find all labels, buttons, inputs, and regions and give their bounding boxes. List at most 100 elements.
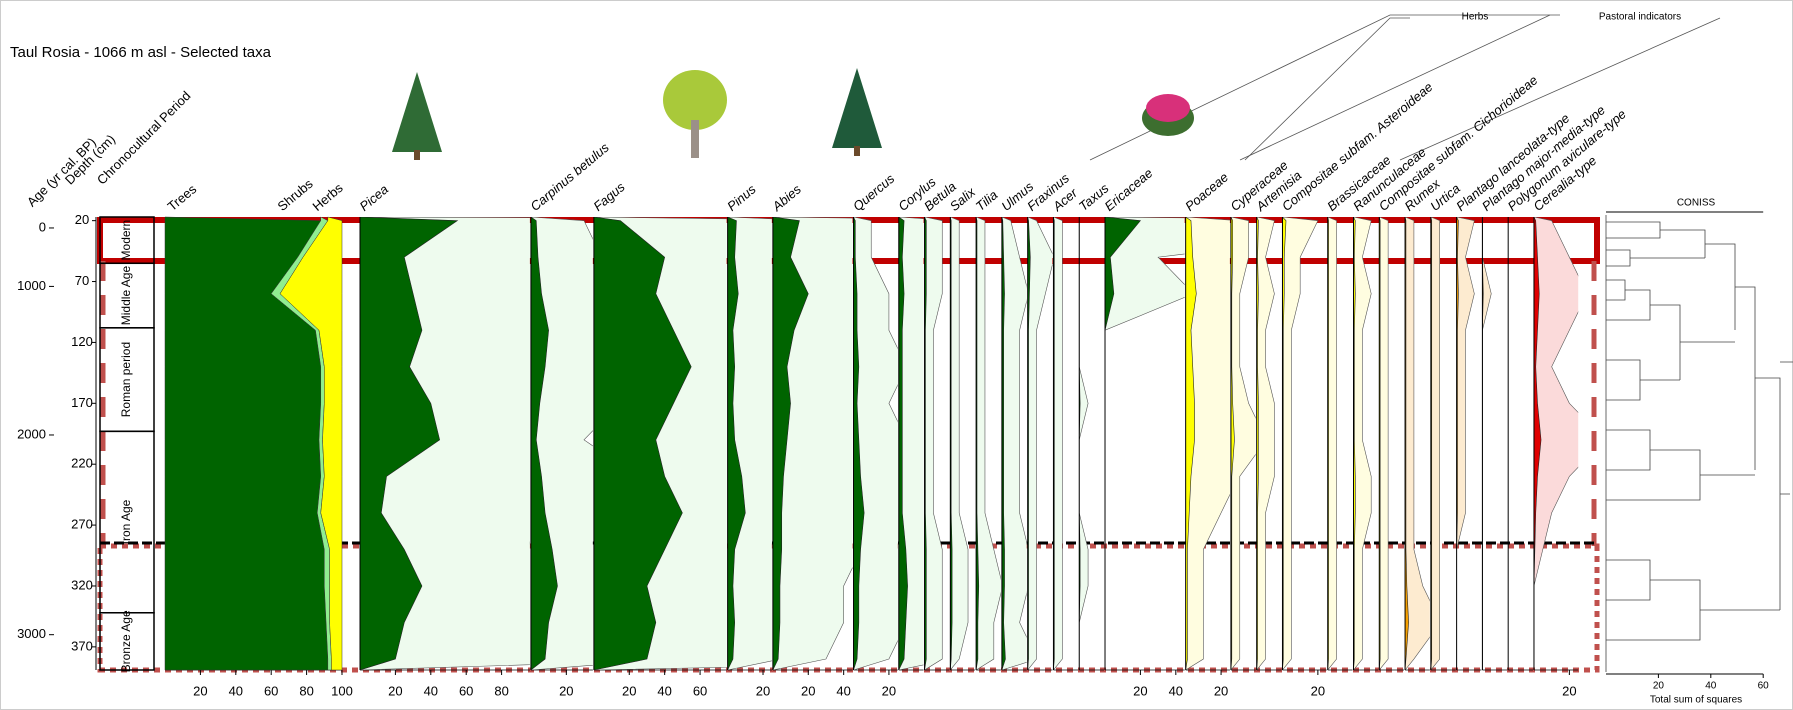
x-tick-label: 40 xyxy=(424,683,438,698)
taxon-label: Fagus xyxy=(590,179,628,214)
period-box xyxy=(99,612,155,671)
exaggeration-area xyxy=(1027,217,1053,670)
exaggeration-area xyxy=(1405,217,1430,670)
taxon-area xyxy=(1185,217,1197,670)
group-label: Pastoral indicators xyxy=(1599,12,1681,23)
taxon-panel xyxy=(1379,217,1389,670)
x-tick-label: 20 xyxy=(1562,683,1576,698)
taxon-area xyxy=(1230,217,1235,670)
depth-tick-label: 370 xyxy=(71,638,93,653)
taxon-panel xyxy=(1405,217,1430,670)
taxon-label: Picea xyxy=(356,182,391,214)
taxon-panel xyxy=(924,217,943,670)
depth-tick-label: 70 xyxy=(75,273,89,288)
x-tick-label: 20 xyxy=(1133,683,1147,698)
group-label: Herbs xyxy=(1462,12,1489,23)
taxon-panel xyxy=(1327,217,1337,670)
coniss-tick-label: 60 xyxy=(1758,681,1770,692)
taxon-area xyxy=(1405,217,1409,670)
x-tick-label: 40 xyxy=(836,683,850,698)
taxon-panel xyxy=(593,217,727,670)
exaggeration-area xyxy=(727,217,772,670)
taxon-panel xyxy=(1053,217,1063,670)
x-tick-label: 20 xyxy=(882,683,896,698)
taxon-panel xyxy=(1456,217,1475,670)
x-tick-label: 20 xyxy=(193,683,207,698)
x-tick-label: 40 xyxy=(1169,683,1183,698)
taxon-area xyxy=(727,217,746,670)
exaggeration-area xyxy=(1482,217,1492,670)
coniss-axis-label: Total sum of squares xyxy=(1650,695,1742,706)
taxon-label: Pinus xyxy=(724,181,759,214)
taxon-panel xyxy=(530,217,593,670)
coniss-dendrogram xyxy=(1605,215,1793,672)
fagus-icon xyxy=(663,70,727,158)
exaggeration-area xyxy=(1185,217,1230,670)
taxon-label: Tilia xyxy=(973,187,1001,214)
x-tick-label: 20 xyxy=(388,683,402,698)
taxon-panel xyxy=(1353,217,1372,670)
taxon-panel xyxy=(1027,217,1053,670)
chart-title: Taul Rosia - 1066 m asl - Selected taxa xyxy=(10,44,272,61)
taxon-area xyxy=(1027,217,1031,670)
exaggeration-area xyxy=(924,217,943,670)
picea-icon xyxy=(392,72,442,160)
age-tick-label: 2000 xyxy=(17,426,46,441)
age-tick-label: 3000 xyxy=(17,626,46,641)
age-tick-label: 1000 xyxy=(17,278,46,293)
depth-tick-label: 220 xyxy=(71,456,93,471)
taxon-label: Herbs xyxy=(309,180,346,214)
x-tick-label: 60 xyxy=(693,683,707,698)
stacked-area xyxy=(279,216,343,671)
depth-tick-label: 270 xyxy=(71,517,93,532)
taxon-panel xyxy=(898,217,924,670)
exaggeration-area xyxy=(1327,217,1337,670)
x-tick-label: 40 xyxy=(229,683,243,698)
coniss-tick-label: 20 xyxy=(1653,681,1665,692)
exaggeration-area xyxy=(950,217,969,670)
exaggeration-area xyxy=(1430,217,1440,670)
exaggeration-area xyxy=(853,217,898,670)
depth-tick-label: 320 xyxy=(71,577,93,592)
taxon-panel xyxy=(1185,217,1230,670)
taxon-panel xyxy=(1230,217,1256,670)
x-tick-label: 20 xyxy=(1311,683,1325,698)
exaggeration-area xyxy=(1353,217,1372,670)
taxon-area xyxy=(1282,217,1287,670)
abies-icon xyxy=(832,68,882,156)
x-tick-label: 60 xyxy=(459,683,473,698)
taxon-panel xyxy=(1430,217,1440,670)
exaggeration-area xyxy=(1256,217,1275,670)
taxon-panel xyxy=(727,217,772,670)
period-label: Roman period xyxy=(119,342,133,417)
x-tick-label: 20 xyxy=(622,683,636,698)
exaggeration-area xyxy=(1456,217,1475,670)
depth-tick-label: 20 xyxy=(75,212,89,227)
taxon-panel xyxy=(1482,217,1492,670)
x-tick-label: 20 xyxy=(756,683,770,698)
taxon-label: Trees xyxy=(164,181,199,214)
exaggeration-area xyxy=(1001,217,1027,670)
coniss-title: CONISS xyxy=(1677,198,1716,209)
group-bracket xyxy=(1239,14,1551,161)
exaggeration-area xyxy=(1379,217,1389,670)
exaggeration-area xyxy=(898,217,924,670)
period-label: Modern xyxy=(119,220,133,261)
x-tick-label: 60 xyxy=(264,683,278,698)
period-label: Middle Age xyxy=(119,266,133,326)
taxon-area xyxy=(853,217,865,670)
period-label: Bronze Age xyxy=(119,610,133,672)
taxon-area xyxy=(360,217,459,670)
x-tick-label: 20 xyxy=(559,683,573,698)
ericaceae-icon xyxy=(1142,94,1194,136)
group-bracket xyxy=(1244,17,1410,161)
exaggeration-area xyxy=(976,217,1001,670)
taxon-panel xyxy=(1282,217,1319,670)
x-tick-label: 20 xyxy=(1214,683,1228,698)
taxon-area xyxy=(1001,217,1006,670)
taxon-area xyxy=(593,217,692,670)
exaggeration-area xyxy=(1230,217,1256,670)
taxon-panel xyxy=(1256,217,1275,670)
x-tick-label: 80 xyxy=(494,683,508,698)
taxon-label: Abies xyxy=(769,181,805,214)
